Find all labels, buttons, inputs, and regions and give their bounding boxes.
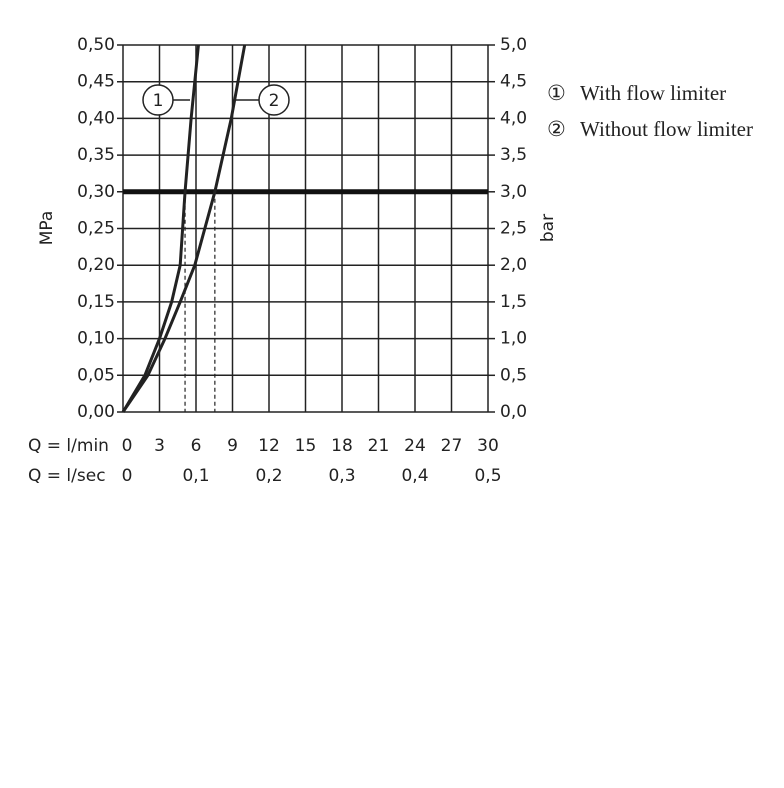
y-tick-label: 0,15 [77, 292, 115, 312]
x2-tick-label: 0,5 [474, 466, 501, 486]
y2-axis-label: bar [538, 214, 558, 242]
y-tick-label: 0,05 [77, 365, 115, 385]
y-axis-label: MPa [37, 211, 57, 246]
x-tick-label: 0 [122, 436, 133, 456]
curve-label: 2 [269, 91, 280, 111]
x2-tick-label: 0,1 [182, 466, 209, 486]
y-tick-label: 0,25 [77, 219, 115, 239]
series-line [121, 44, 200, 413]
legend-marker: ② [547, 117, 566, 141]
x2-tick-label: 0 [122, 466, 133, 486]
y-tick-label: 0,50 [77, 35, 115, 55]
y2-tick-label: 3,0 [500, 182, 527, 202]
x-tick-label: 15 [295, 436, 317, 456]
y2-tick-label: 1,0 [500, 329, 527, 349]
x-tick-label: 18 [331, 436, 353, 456]
y2-tick-label: 0,0 [500, 402, 527, 422]
x-tick-label: 21 [368, 436, 390, 456]
y2-tick-label: 0,5 [500, 365, 527, 385]
x-tick-label: 9 [227, 436, 238, 456]
y2-tick-label: 4,0 [500, 108, 527, 128]
y2-tick-label: 4,5 [500, 72, 527, 92]
y2-tick-label: 3,5 [500, 145, 527, 165]
y2-tick-label: 5,0 [500, 35, 527, 55]
series-line [121, 44, 247, 413]
y-tick-label: 0,00 [77, 402, 115, 422]
y-tick-label: 0,10 [77, 329, 115, 349]
x2-tick-label: 0,3 [328, 466, 355, 486]
x-axis-label: Q = l/min [28, 436, 109, 456]
y2-tick-label: 2,5 [500, 219, 527, 239]
curve-label: 1 [153, 91, 164, 111]
x-tick-label: 12 [258, 436, 280, 456]
x2-tick-label: 0,4 [401, 466, 428, 486]
x-tick-label: 27 [441, 436, 463, 456]
y-tick-label: 0,40 [77, 108, 115, 128]
y-tick-label: 0,30 [77, 182, 115, 202]
x-tick-label: 24 [404, 436, 426, 456]
y-tick-label: 0,45 [77, 72, 115, 92]
curve-label-circle [258, 84, 290, 116]
y-tick-label: 0,20 [77, 255, 115, 275]
x-tick-label: 30 [477, 436, 499, 456]
legend-label: With flow limiter [580, 81, 726, 105]
legend-label: Without flow limiter [580, 117, 753, 141]
y-tick-label: 0,35 [77, 145, 115, 165]
curve-label-circle [142, 84, 174, 116]
x-tick-label: 3 [154, 436, 165, 456]
legend-marker: ① [547, 81, 566, 105]
x2-axis-label: Q = l/sec [28, 466, 106, 486]
x-tick-label: 6 [191, 436, 202, 456]
y2-tick-label: 1,5 [500, 292, 527, 312]
y2-tick-label: 2,0 [500, 255, 527, 275]
x2-tick-label: 0,2 [255, 466, 282, 486]
